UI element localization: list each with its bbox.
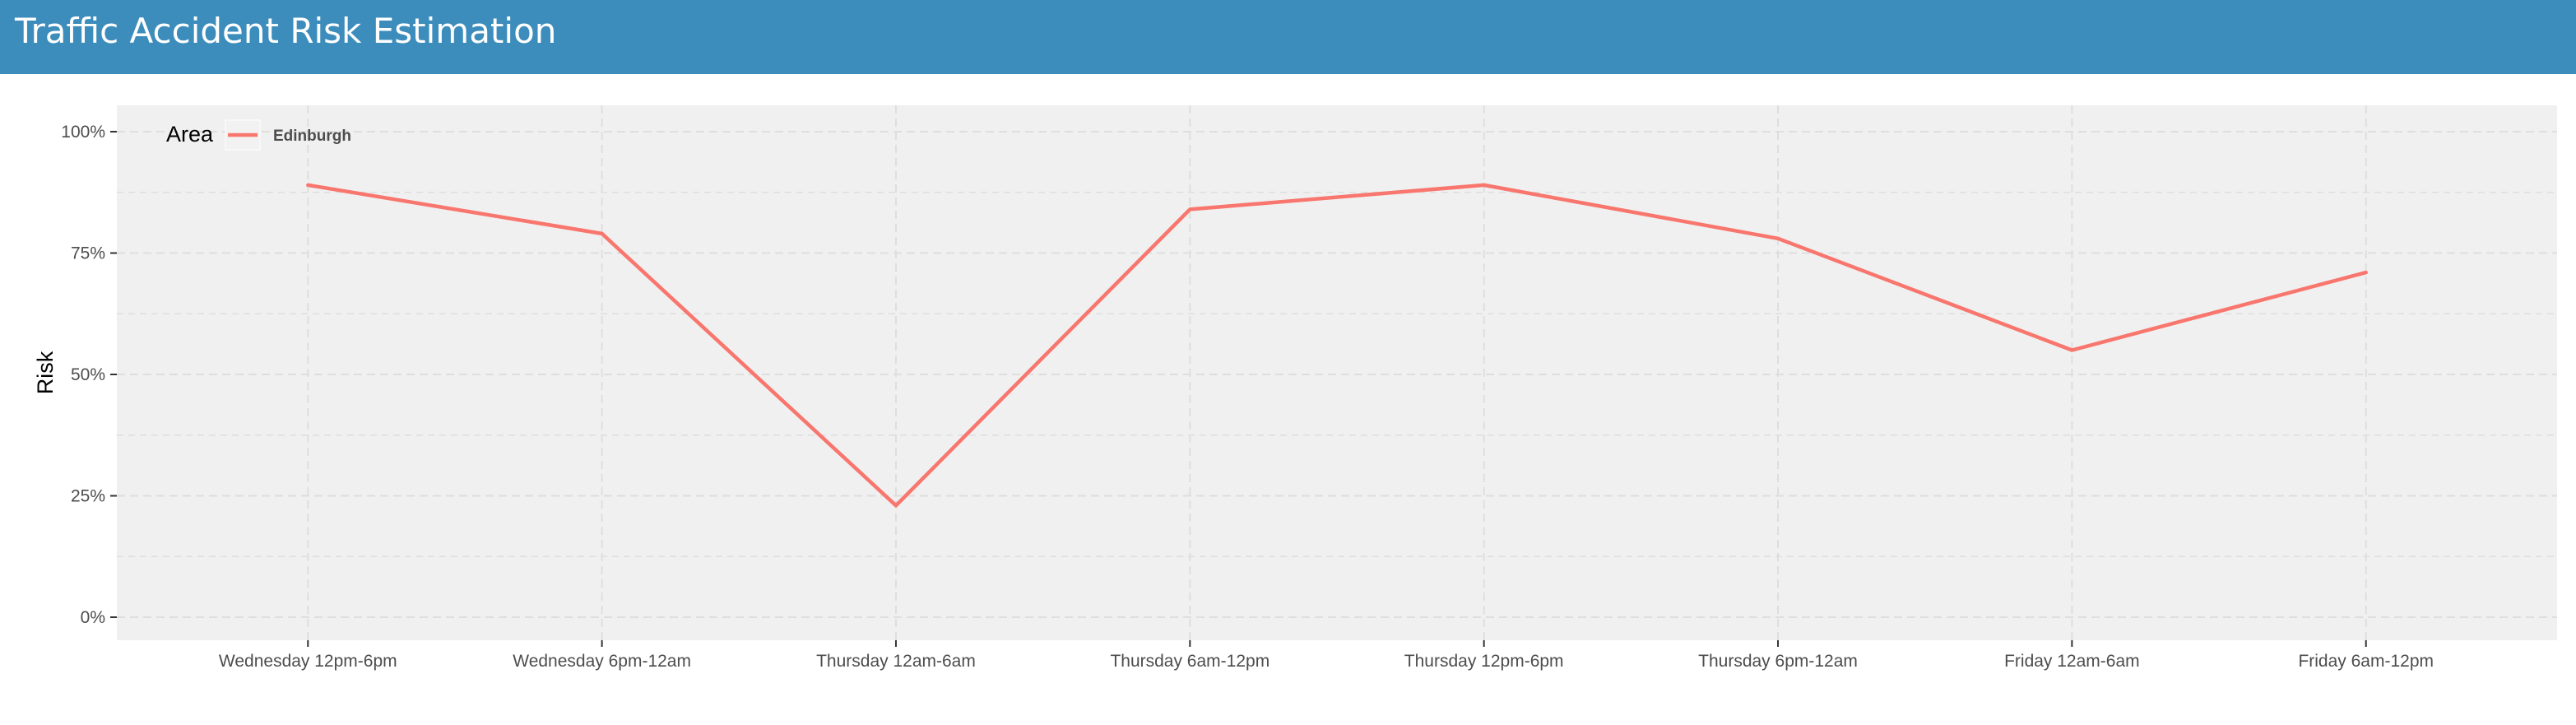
x-tick-label: Friday 12am-6am: [2004, 652, 2140, 671]
y-tick-label: 75%: [71, 244, 105, 263]
x-tick-label: Friday 6am-12pm: [2298, 652, 2434, 671]
page-title: Traffic Accident Risk Estimation: [15, 11, 557, 51]
data-point: [893, 504, 898, 508]
data-point: [1188, 207, 1192, 211]
x-tick-label: Thursday 12pm-6pm: [1404, 652, 1564, 671]
data-point: [600, 231, 604, 236]
data-point: [1775, 236, 1780, 240]
data-point: [306, 183, 310, 188]
risk-line-chart: 0% 25% 50% 75% 100% Wednesday 12pm-6pm Wednesd…: [33, 105, 2557, 671]
legend-label: Edinburgh: [273, 128, 351, 145]
y-axis-title: Risk: [33, 351, 58, 394]
legend-title: Area: [166, 122, 214, 146]
data-point: [1482, 183, 1486, 188]
plot-panel: [117, 105, 2557, 640]
y-tick-label: 50%: [71, 365, 105, 384]
x-tick-label: Thursday 6pm-12am: [1698, 652, 1858, 671]
series-line-edinburgh: [307, 183, 2367, 508]
x-tick-label: Wednesday 6pm-12am: [513, 652, 691, 671]
y-tick-label: 25%: [71, 487, 105, 506]
app-header: Traffic Accident Risk Estimation: [0, 0, 2576, 74]
x-tick-label: Wednesday 12pm-6pm: [219, 652, 397, 671]
x-tick-label: Thursday 12am-6am: [816, 652, 976, 671]
data-point: [2070, 348, 2074, 352]
x-tick-label: Thursday 6am-12pm: [1110, 652, 1269, 671]
data-point: [2364, 270, 2368, 275]
chart-container: 0% 25% 50% 75% 100% Wednesday 12pm-6pm Wednesd…: [0, 74, 2576, 725]
y-tick-label: 100%: [61, 123, 105, 142]
y-tick-label: 0%: [81, 608, 105, 627]
